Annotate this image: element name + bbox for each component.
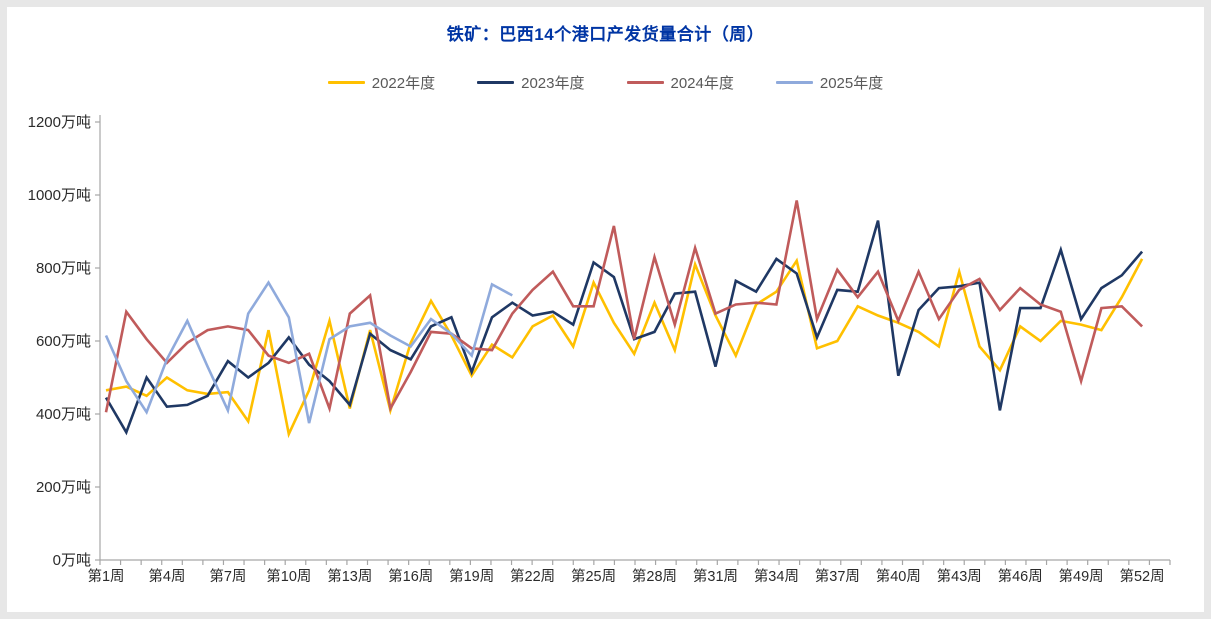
x-axis-label: 第22周 — [510, 567, 555, 585]
legend-item-2024: 2024年度 — [626, 72, 734, 93]
y-axis-label: 1200万吨 — [28, 114, 91, 131]
series-line-2025 — [104, 280, 513, 424]
x-axis-label: 第7周 — [209, 567, 246, 585]
y-axis-label: 200万吨 — [36, 479, 91, 496]
x-axis-label: 第43周 — [937, 567, 982, 585]
legend-label: 2023年度 — [521, 75, 585, 92]
x-axis-label: 第4周 — [148, 567, 185, 585]
y-axis-label: 400万吨 — [36, 406, 91, 423]
y-axis-label: 800万吨 — [36, 260, 91, 277]
y-axis-label: 1000万吨 — [28, 187, 91, 204]
x-axis-label: 第16周 — [388, 567, 433, 585]
legend-item-2022: 2022年度 — [327, 72, 436, 93]
legend-label: 2025年度 — [819, 75, 884, 92]
chart-legend: 2022年度 2023年度 2024年度 2025年度 — [0, 72, 1211, 93]
series-line-2024 — [104, 200, 1144, 414]
x-axis-label: 第40周 — [876, 567, 921, 585]
chart-title: 铁矿：巴西14个港口产发货量合计（周） — [446, 25, 765, 44]
x-axis-label: 第34周 — [754, 567, 799, 585]
legend-swatch-icon — [477, 81, 515, 84]
x-axis-label: 第1周 — [87, 567, 124, 585]
legend-label: 2022年度 — [371, 75, 436, 92]
legend-swatch-icon — [775, 81, 813, 84]
x-axis-label: 第46周 — [998, 567, 1043, 585]
series-line-2023 — [104, 220, 1144, 436]
x-axis-label: 第25周 — [571, 567, 616, 585]
x-axis-label: 第37周 — [815, 567, 860, 585]
series-line-2022 — [105, 257, 1144, 439]
legend-item-2025: 2025年度 — [775, 72, 884, 93]
legend-swatch-icon — [327, 81, 365, 84]
legend-label: 2024年度 — [670, 75, 734, 92]
y-axis-label: 0万吨 — [53, 552, 91, 569]
x-axis-label: 第13周 — [327, 567, 372, 585]
x-axis-label: 第19周 — [449, 567, 494, 585]
y-axis-label: 600万吨 — [36, 333, 91, 350]
x-axis-label: 第31周 — [693, 567, 738, 585]
x-axis-label: 第10周 — [266, 567, 311, 585]
x-axis-label: 第49周 — [1059, 567, 1104, 585]
legend-item-2023: 2023年度 — [477, 72, 585, 93]
legend-swatch-icon — [626, 81, 664, 84]
x-axis-label: 第52周 — [1119, 567, 1164, 585]
x-axis-label: 第28周 — [632, 567, 677, 585]
